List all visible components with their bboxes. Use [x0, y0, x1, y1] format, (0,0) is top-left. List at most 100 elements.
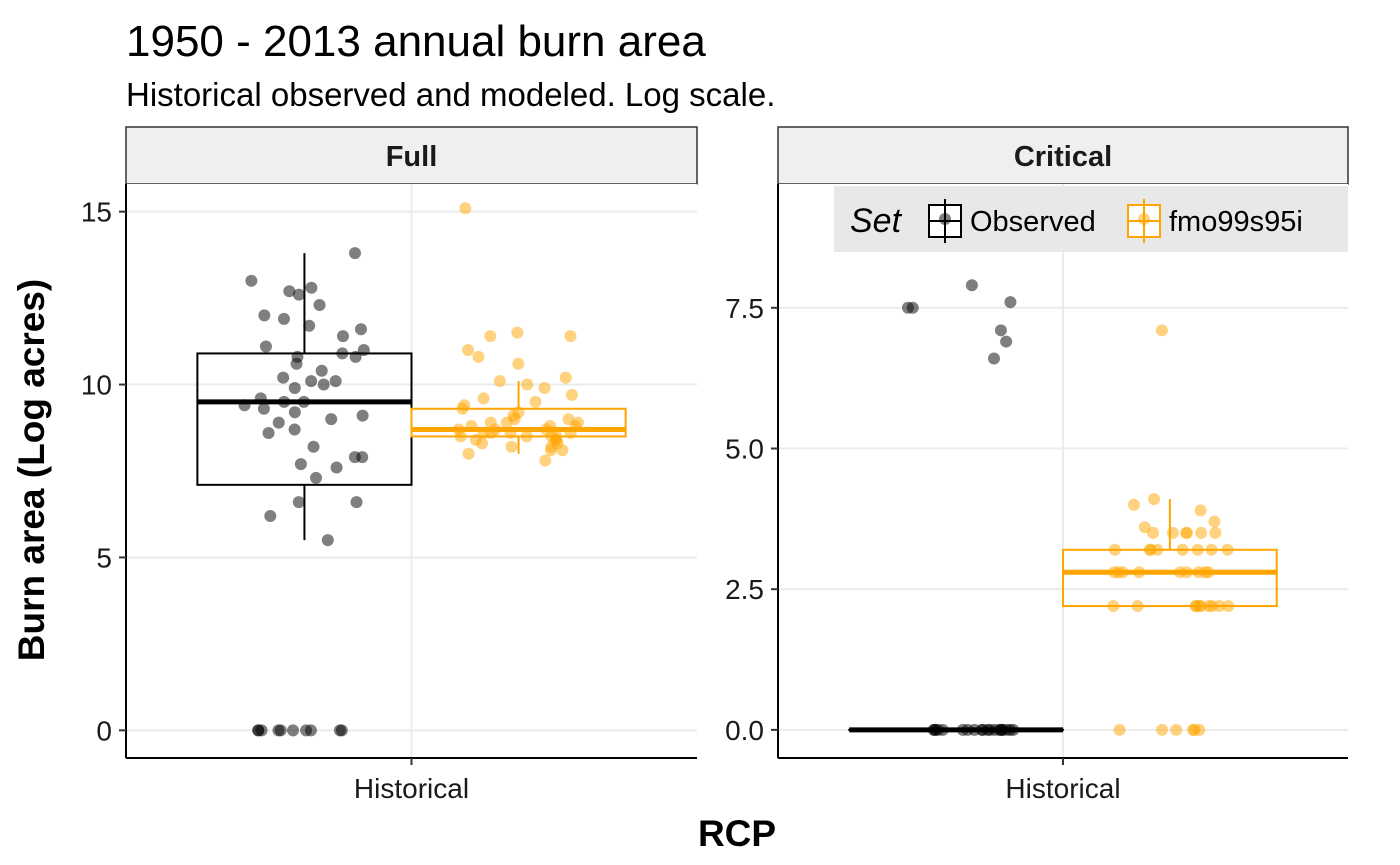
data-point [245, 274, 258, 287]
data-point [906, 301, 919, 314]
facet-strip-critical [777, 126, 1349, 185]
data-point [1180, 526, 1193, 539]
data-point [465, 420, 478, 433]
legend: Set Observed fmo99s95i [834, 186, 1348, 252]
data-point [304, 724, 317, 737]
data-point [292, 496, 305, 509]
data-point [262, 426, 275, 439]
data-point [288, 382, 301, 395]
data-point [994, 324, 1007, 337]
data-point [254, 392, 267, 405]
data-point [520, 430, 533, 443]
data-point [1155, 324, 1168, 337]
y-axis-title: Burn area (Log acres) [11, 279, 52, 661]
data-point [1143, 543, 1156, 556]
data-point [349, 350, 362, 363]
data-point [1209, 526, 1222, 539]
y-tick-label: 2.5 [725, 574, 764, 605]
data-point [272, 416, 285, 429]
data-point [1108, 543, 1121, 556]
data-point [1127, 498, 1140, 511]
data-point [544, 444, 557, 457]
data-point [564, 426, 577, 439]
data-point [929, 723, 942, 736]
data-point [987, 352, 1000, 365]
data-point [356, 409, 369, 422]
panel-full: 0 5 10 15 Historical [81, 184, 697, 804]
data-point [1113, 723, 1126, 736]
facet-strip-full [125, 126, 698, 185]
data-point [310, 471, 323, 484]
x-axis-title: RCP [698, 813, 776, 854]
data-point [1194, 600, 1207, 613]
data-point [288, 406, 301, 419]
data-point [325, 413, 338, 426]
data-point [294, 458, 307, 471]
data-point [292, 288, 305, 301]
data-point [965, 279, 978, 292]
x-tick-label: Historical [354, 773, 469, 804]
data-point [303, 319, 316, 332]
data-point [511, 326, 524, 339]
data-point [512, 357, 525, 370]
data-point [1180, 566, 1193, 579]
data-point [529, 395, 542, 408]
data-point [321, 534, 334, 547]
data-point [1194, 504, 1207, 517]
data-point [484, 426, 497, 439]
data-point [290, 357, 303, 370]
data-point [283, 285, 296, 298]
data-point [274, 724, 287, 737]
data-point [1221, 543, 1234, 556]
data-point [1176, 543, 1189, 556]
data-point [238, 399, 251, 412]
data-point [1191, 543, 1204, 556]
data-point [329, 375, 342, 388]
data-point [505, 440, 518, 453]
data-point [1131, 600, 1144, 613]
data-point [259, 340, 272, 353]
data-point [277, 312, 290, 325]
y-tick-label: 5.0 [725, 433, 764, 464]
data-point [981, 723, 994, 736]
x-tick-label: Historical [1005, 773, 1120, 804]
legend-key-observed [928, 199, 962, 243]
data-point [1192, 566, 1205, 579]
data-point [1208, 515, 1221, 528]
facet-label-critical: Critical [1014, 141, 1112, 173]
data-point [1222, 600, 1235, 613]
data-point [1107, 600, 1120, 613]
data-point [476, 437, 489, 450]
data-point [454, 430, 467, 443]
data-point [556, 444, 569, 457]
data-point [1195, 526, 1208, 539]
data-point [257, 402, 270, 415]
data-point [1108, 566, 1121, 579]
y-tick-label: 0 [96, 715, 112, 746]
data-point [493, 375, 506, 388]
data-point [278, 395, 291, 408]
data-point [456, 402, 469, 415]
data-point [1170, 723, 1183, 736]
y-tick-label: 7.5 [725, 293, 764, 324]
data-point [258, 309, 271, 322]
data-point [1166, 526, 1179, 539]
legend-background [834, 186, 1348, 252]
data-point [252, 724, 265, 737]
data-point [287, 724, 300, 737]
panel-critical: 0.0 2.5 5.0 7.5 Historical [725, 184, 1348, 804]
data-point [462, 447, 475, 460]
y-tick-label: 15 [81, 197, 112, 228]
data-point [350, 496, 363, 509]
data-point [313, 299, 326, 312]
data-point [477, 392, 490, 405]
facet-label-full: Full [386, 141, 438, 173]
data-point [1000, 335, 1013, 348]
data-point [288, 423, 301, 436]
data-point [315, 364, 328, 377]
data-point [564, 330, 577, 343]
data-point [297, 395, 310, 408]
legend-label-observed: Observed [970, 206, 1096, 238]
data-point [357, 343, 370, 356]
